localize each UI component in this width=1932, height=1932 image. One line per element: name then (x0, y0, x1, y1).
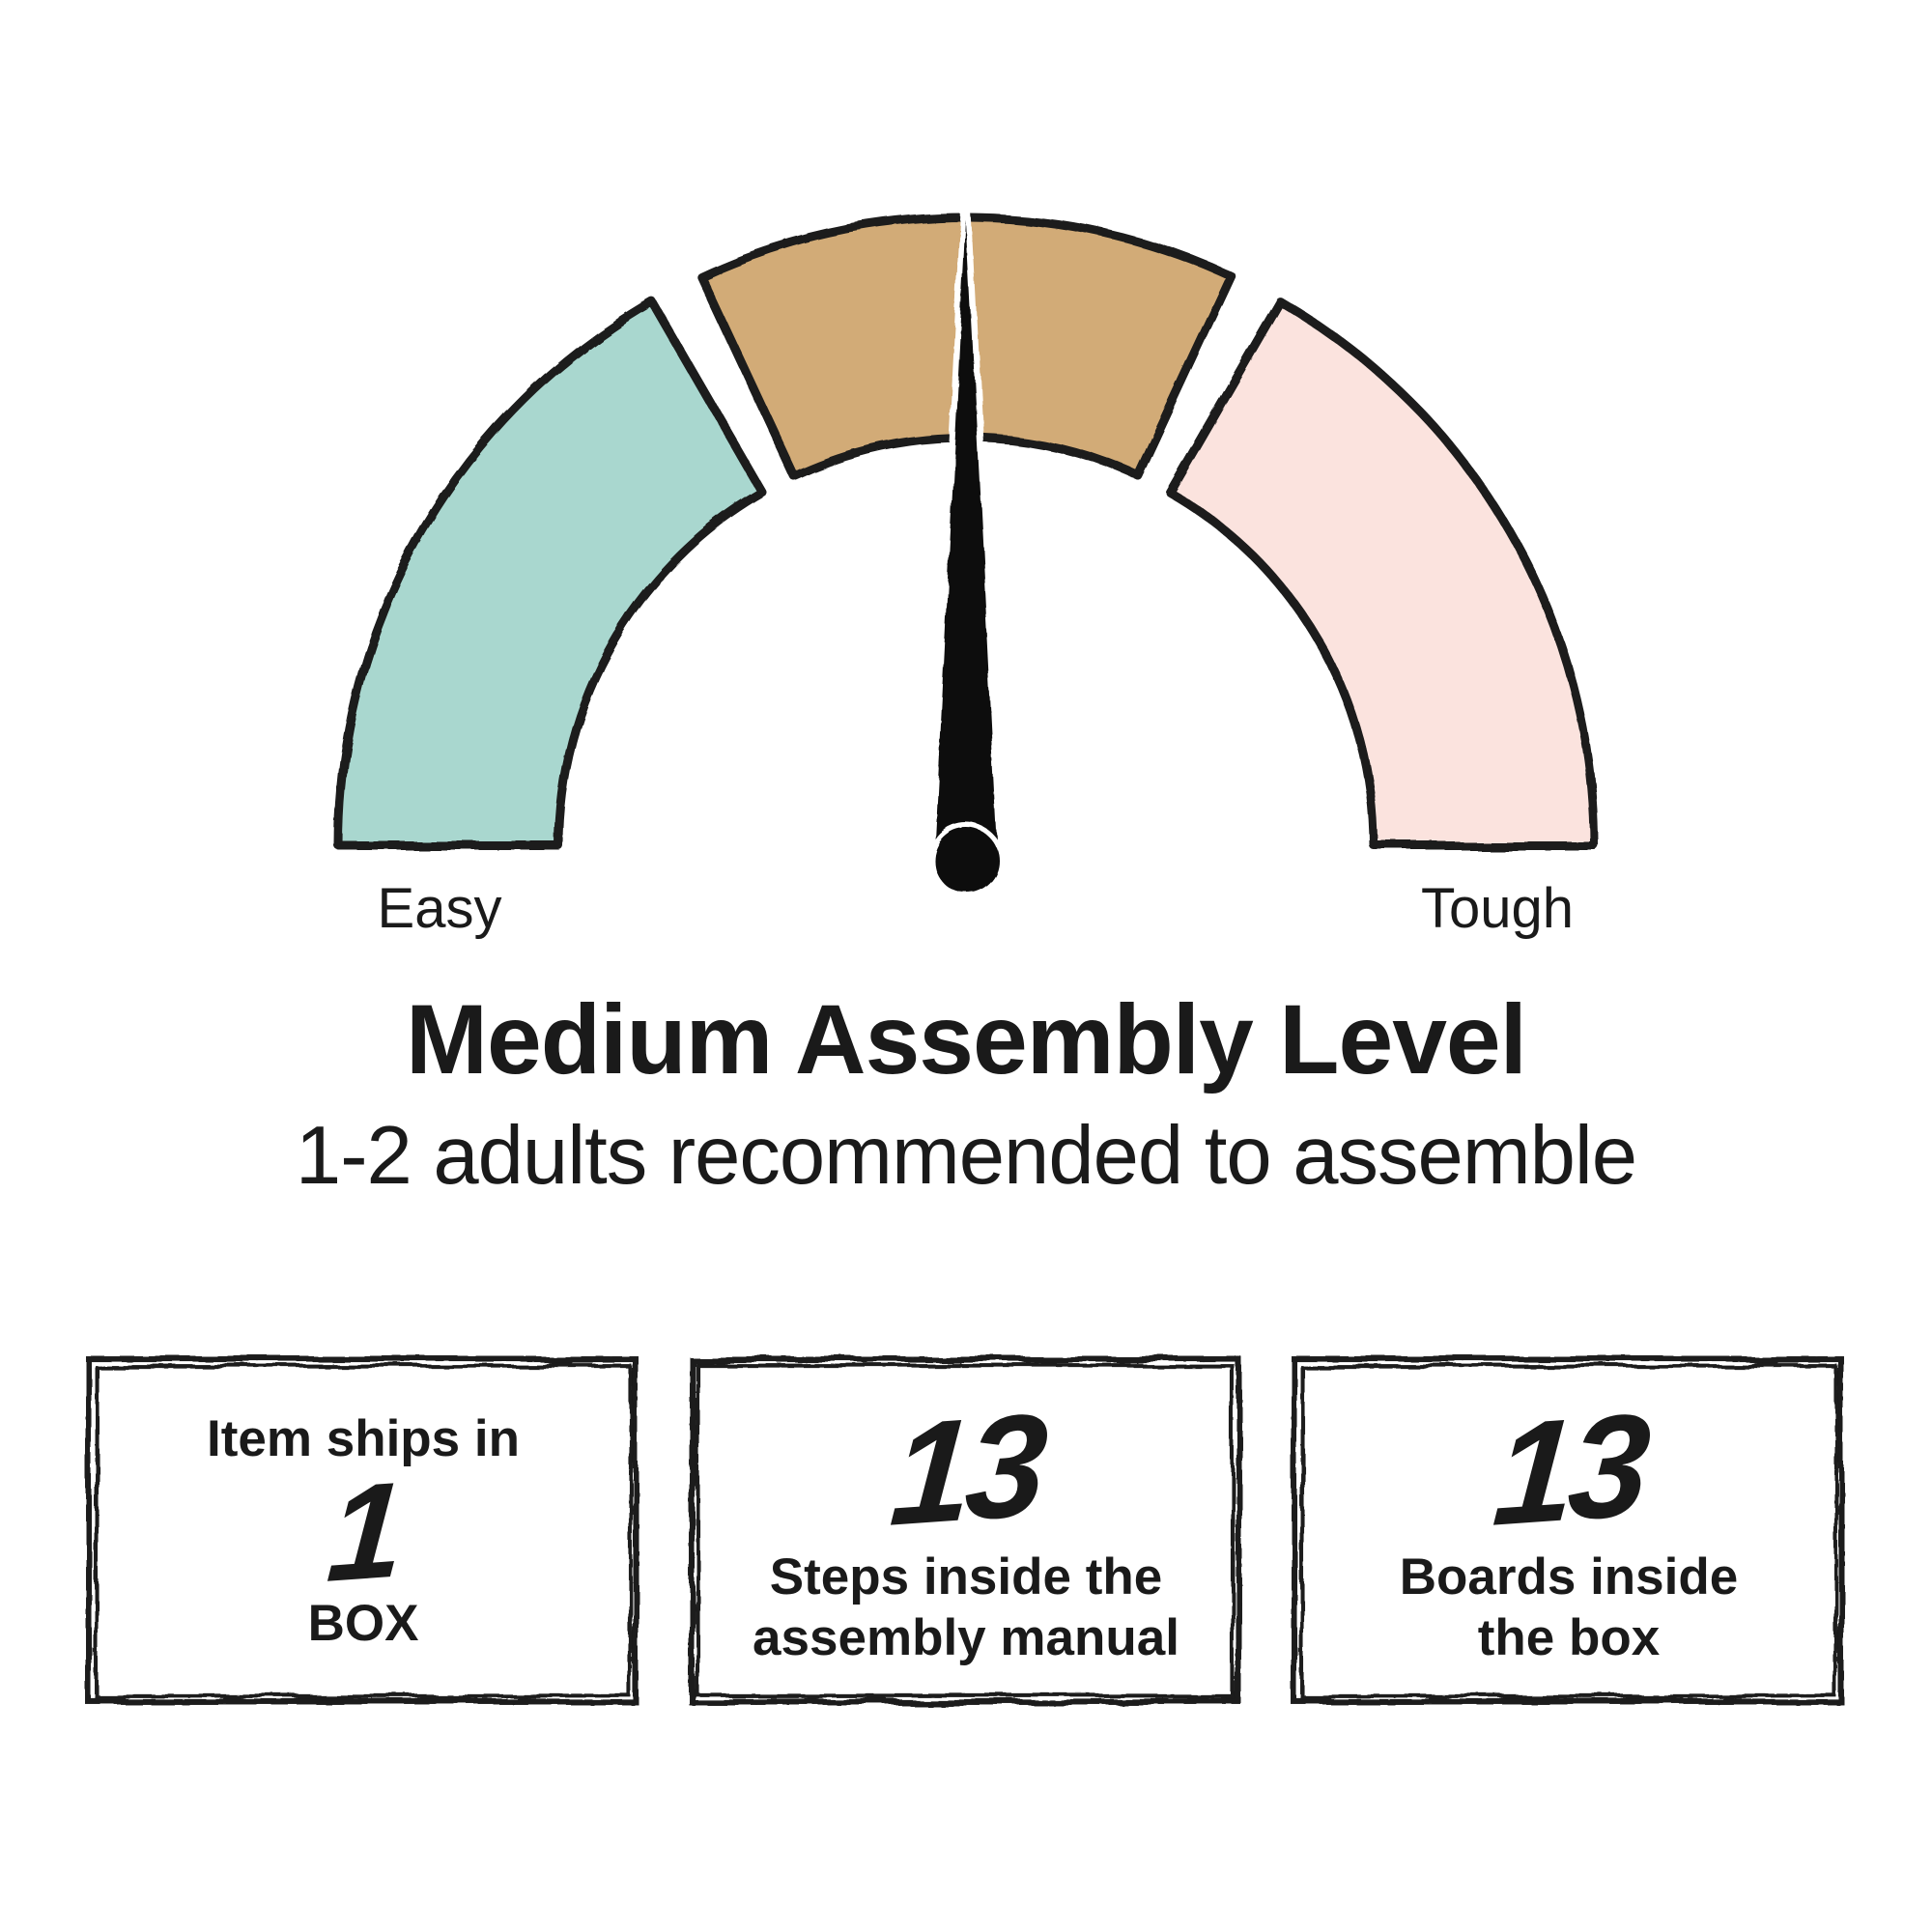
info-box-row: Item ships in 1 BOX 13 Steps inside the … (82, 1350, 1850, 1713)
difficulty-gauge: Easy Tough (328, 155, 1604, 947)
steps-label: Steps inside the assembly manual (753, 1548, 1179, 1666)
gauge-label-easy: Easy (378, 877, 502, 940)
gauge-segment-tough (1165, 297, 1599, 850)
sketch-border (1292, 1356, 1844, 1705)
info-box-content: Item ships in 1 BOX (101, 1360, 625, 1703)
boards-count-number: 13 (1488, 1381, 1650, 1556)
box-label: BOX (307, 1594, 419, 1652)
gauge-segment-easy (333, 297, 767, 850)
info-box-steps: 13 Steps inside the assembly manual (685, 1350, 1247, 1713)
boards-label: Boards inside the box (1399, 1548, 1739, 1666)
page-subtitle: 1-2 adults recommended to assemble (295, 1110, 1637, 1202)
sketch-border (689, 1356, 1241, 1705)
box-count-number: 1 (323, 1452, 404, 1610)
gauge-needle (927, 161, 1005, 897)
difficulty-gauge-svg: Easy Tough (333, 161, 1599, 940)
info-box-content: 13 Steps inside the assembly manual (704, 1360, 1228, 1703)
gauge-label-tough: Tough (1421, 877, 1574, 940)
ships-in-label: Item ships in (207, 1409, 520, 1467)
info-box-content: 13 Boards inside the box (1307, 1360, 1831, 1703)
steps-count-number: 13 (885, 1381, 1047, 1556)
needle-pivot-cap (928, 822, 1004, 897)
page-title: Medium Assembly Level (406, 984, 1527, 1094)
sketch-border (86, 1356, 639, 1705)
info-box-ships: Item ships in 1 BOX (82, 1350, 644, 1713)
info-box-boards: 13 Boards inside the box (1288, 1350, 1850, 1713)
